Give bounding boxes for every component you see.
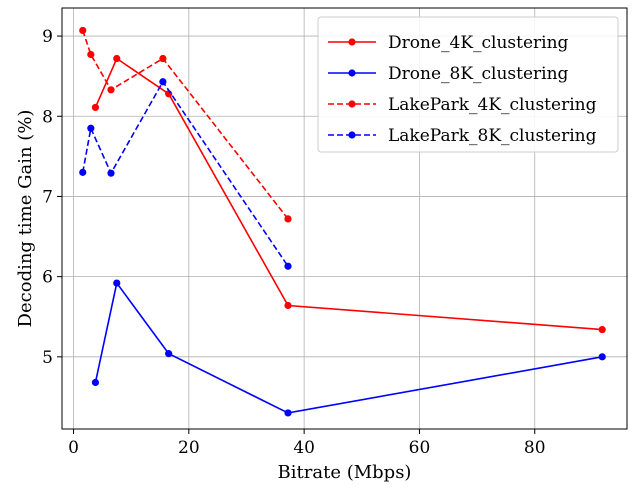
y-tick-label: 6 [42, 268, 53, 288]
data-point [598, 325, 606, 334]
series-drone-8k-clustering [91, 279, 606, 417]
x-tick-label: 20 [178, 438, 200, 458]
x-tick-label: 80 [524, 438, 546, 458]
x-tick-label: 40 [293, 438, 315, 458]
data-point [91, 378, 100, 387]
series-line [94, 281, 603, 414]
series-drone-4k-clustering [91, 54, 606, 334]
axis-ticks: 0 20 40 60 80 5 6 7 8 9 [42, 27, 545, 458]
legend-marker [348, 100, 356, 108]
y-tick-label: 5 [42, 348, 53, 368]
y-tick-label: 9 [42, 27, 53, 47]
data-point [284, 301, 292, 310]
y-tick-label: 7 [42, 187, 53, 207]
x-axis-label: Bitrate (Mbps) [278, 462, 412, 483]
legend-box [317, 16, 619, 153]
data-point [113, 279, 121, 287]
series-layer [79, 26, 606, 417]
data-point [79, 26, 87, 35]
series-lakepark-4k-clustering [79, 26, 292, 223]
data-point [598, 353, 606, 361]
x-tick-label: 60 [409, 438, 431, 458]
plot-frame [61, 7, 628, 430]
data-point [284, 409, 292, 417]
data-point [284, 262, 292, 270]
legend-marker [348, 131, 356, 139]
series-lakepark-8k-clustering [79, 78, 292, 270]
legend-label: LakePark_8K_clustering [388, 126, 597, 146]
data-point [159, 78, 167, 86]
y-tick-label: 8 [42, 107, 53, 127]
data-point [87, 124, 95, 132]
legend-marker [348, 38, 356, 46]
data-point [79, 168, 87, 176]
data-point [107, 86, 115, 94]
y-axis-label: Decoding time Gain (%) [15, 110, 36, 328]
data-point [159, 54, 167, 63]
legend-marker [348, 69, 356, 77]
data-point [91, 103, 100, 112]
data-point [165, 350, 173, 358]
legend: Drone_4K_clustering Drone_8K_clustering La… [317, 16, 619, 153]
data-point [87, 50, 95, 59]
legend-label: Drone_4K_clustering [388, 33, 569, 53]
data-point [113, 54, 121, 63]
x-tick-label: 0 [68, 438, 79, 458]
data-point [107, 169, 115, 177]
data-point [284, 215, 292, 223]
legend-label: Drone_8K_clustering [388, 64, 569, 84]
legend-label: LakePark_4K_clustering [388, 95, 597, 115]
